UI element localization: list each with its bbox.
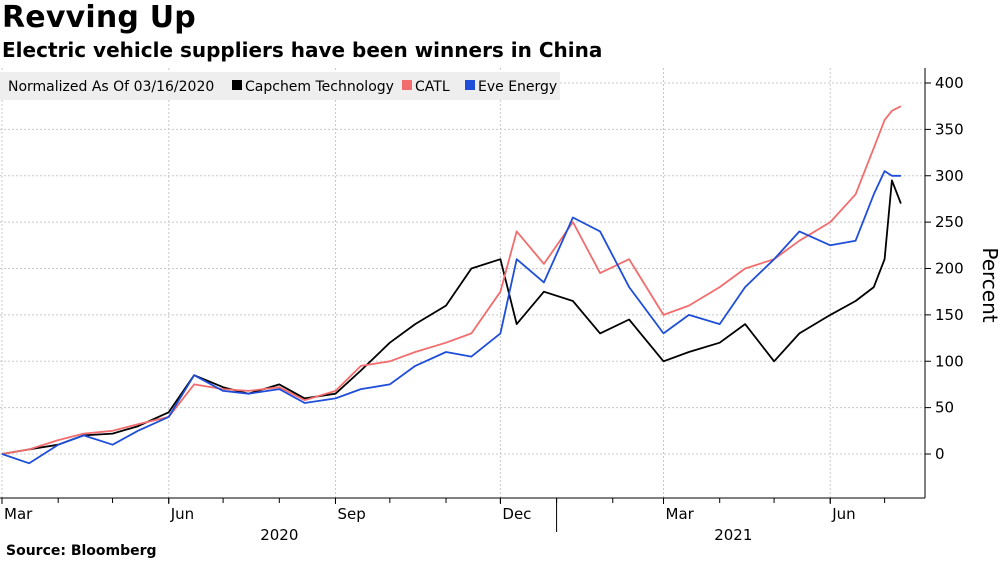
y-tick-label: 350: [935, 120, 964, 138]
legend-title: Normalized As Of 03/16/2020: [8, 79, 214, 95]
legend-swatch: [402, 80, 412, 90]
x-year-label: 2020: [260, 526, 298, 544]
x-tick-label: Jun: [831, 505, 855, 523]
legend-label: CATL: [415, 79, 450, 95]
y-axis-label: Percent: [978, 247, 1002, 322]
series-line-catl: [1, 105, 902, 455]
y-tick-label: 0: [935, 445, 945, 463]
legend: Normalized As Of 03/16/2020 Capchem Techn…: [0, 72, 560, 100]
x-tick-label: Jun: [170, 505, 194, 523]
series-line-capchem-technology: [1, 179, 902, 455]
x-tick-label: Sep: [337, 505, 365, 523]
axis-labels: 0 50 100 150 200 250 300 350 400 Mar Jun Sep Dec Mar J…: [4, 74, 1002, 544]
series-line-eve-energy: [1, 170, 901, 465]
legend-swatch: [232, 80, 242, 90]
legend-label: Eve Energy: [478, 79, 557, 95]
legend-label: Capchem Technology: [245, 79, 394, 95]
y-tick-label: 100: [935, 352, 964, 370]
x-year-label: 2021: [714, 526, 752, 544]
y-tick-label: 300: [935, 167, 964, 185]
y-tick-label: 200: [935, 260, 964, 278]
axes: [0, 68, 931, 532]
y-tick-label: 150: [935, 306, 964, 324]
y-tick-label: 250: [935, 213, 964, 231]
series-layer: [1, 105, 902, 465]
chart-title: Revving Up: [2, 0, 196, 35]
source-note: Source: Bloomberg: [6, 543, 157, 559]
y-tick-label: 400: [935, 74, 964, 92]
x-tick-label: Dec: [502, 505, 531, 523]
x-tick-label: Mar: [4, 505, 33, 523]
chart-subtitle: Electric vehicle suppliers have been win…: [2, 38, 603, 62]
y-tick-label: 50: [935, 399, 954, 417]
x-tick-label: Mar: [666, 505, 695, 523]
legend-swatch: [465, 80, 475, 90]
